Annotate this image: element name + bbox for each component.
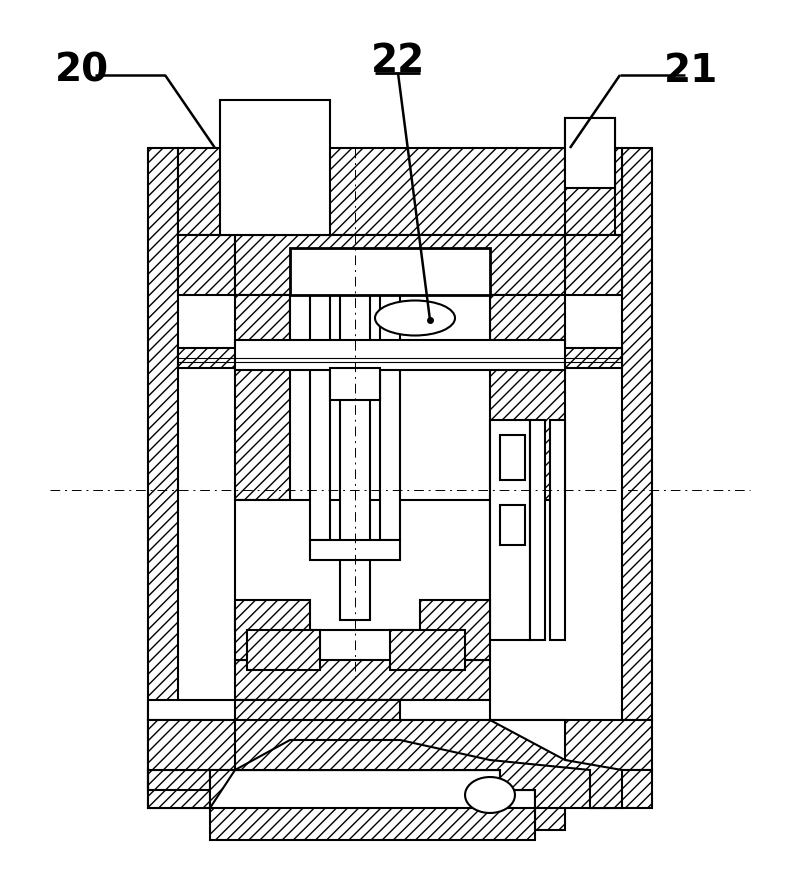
Polygon shape bbox=[465, 777, 515, 813]
Polygon shape bbox=[310, 295, 330, 540]
Polygon shape bbox=[148, 700, 600, 808]
Polygon shape bbox=[530, 420, 545, 640]
Polygon shape bbox=[565, 235, 622, 295]
Polygon shape bbox=[565, 118, 615, 188]
Polygon shape bbox=[148, 720, 652, 830]
Polygon shape bbox=[220, 100, 330, 235]
Polygon shape bbox=[500, 435, 525, 480]
Polygon shape bbox=[148, 770, 210, 808]
Polygon shape bbox=[490, 295, 565, 350]
Polygon shape bbox=[420, 600, 490, 660]
Ellipse shape bbox=[375, 300, 455, 335]
Polygon shape bbox=[247, 630, 320, 670]
Polygon shape bbox=[290, 295, 490, 350]
Polygon shape bbox=[380, 295, 400, 540]
Polygon shape bbox=[235, 368, 290, 500]
Polygon shape bbox=[148, 148, 178, 720]
Polygon shape bbox=[490, 420, 530, 640]
Polygon shape bbox=[210, 808, 535, 840]
Polygon shape bbox=[565, 118, 615, 235]
Polygon shape bbox=[310, 540, 400, 560]
Polygon shape bbox=[178, 348, 622, 368]
Polygon shape bbox=[210, 720, 622, 808]
Polygon shape bbox=[500, 505, 525, 545]
Polygon shape bbox=[290, 248, 490, 295]
Polygon shape bbox=[330, 368, 380, 400]
Polygon shape bbox=[235, 500, 490, 630]
Polygon shape bbox=[235, 600, 310, 660]
Polygon shape bbox=[178, 148, 622, 235]
Polygon shape bbox=[148, 700, 565, 770]
Polygon shape bbox=[178, 235, 235, 295]
Polygon shape bbox=[235, 660, 490, 700]
Polygon shape bbox=[622, 148, 652, 720]
Text: 21: 21 bbox=[664, 52, 718, 90]
Polygon shape bbox=[235, 235, 565, 295]
Polygon shape bbox=[235, 295, 290, 350]
Text: 20: 20 bbox=[55, 52, 109, 90]
Polygon shape bbox=[390, 630, 465, 670]
Polygon shape bbox=[590, 770, 652, 808]
Text: 22: 22 bbox=[371, 42, 425, 80]
Polygon shape bbox=[340, 295, 370, 620]
Polygon shape bbox=[235, 340, 565, 370]
Polygon shape bbox=[490, 368, 565, 500]
Polygon shape bbox=[550, 420, 565, 640]
